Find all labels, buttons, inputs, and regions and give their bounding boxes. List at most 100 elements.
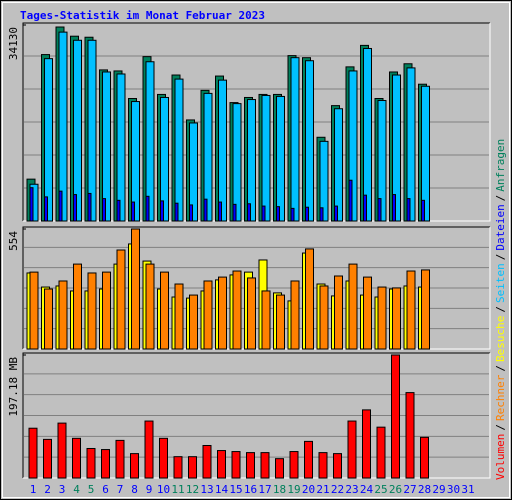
bar [377,100,387,222]
bar [73,263,82,350]
bar [347,420,357,479]
x-tick-label: 25 [374,483,387,496]
legend-entry: Besuche [494,316,507,362]
bar [261,94,271,222]
bar [217,450,226,479]
bar [232,203,237,222]
bar [174,283,184,350]
x-tick-label: 3 [59,483,66,496]
y-tick-label: 554 [7,231,20,251]
bar [363,194,367,222]
x-tick-label: 17 [258,483,271,496]
bar [174,202,179,222]
bar [246,452,255,479]
legend-entry: Volumen [494,434,507,480]
x-tick-label: 26 [389,483,402,496]
bar [391,354,400,479]
bar [73,194,77,222]
bar [348,179,353,222]
bar [334,275,343,350]
bar [232,270,242,350]
bar [160,200,164,222]
legend-separator: / [494,254,507,261]
x-tick-label: 10 [157,483,170,496]
bar [348,70,358,222]
bar [421,199,425,222]
legend-separator: / [494,424,507,431]
x-tick-label: 6 [102,483,109,496]
bar [159,437,168,479]
bar [392,74,401,222]
bar [421,85,430,222]
bar [276,294,285,350]
bar [131,201,135,222]
x-tick-label: 2 [44,483,51,496]
legend-separator: / [494,306,507,313]
legend-entry: Rechner [494,374,507,421]
bar [334,108,343,222]
bar [144,420,154,479]
x-tick-label: 13 [200,483,213,496]
bar [174,78,184,222]
panel-bevel-dark [22,226,490,349]
bar [319,140,329,222]
bar [160,271,169,350]
bar [232,103,242,222]
x-tick-label: 21 [316,483,329,496]
bar [131,228,140,350]
bar [261,205,266,222]
bar [305,248,314,350]
x-tick-label: 11 [171,483,184,496]
panel-bevel-dark [22,22,490,221]
bar [202,445,212,479]
x-tick-label: 22 [331,483,344,496]
bar [58,31,68,222]
bar [203,92,213,222]
x-tick-label: 7 [117,483,124,496]
bar [406,198,411,222]
x-tick-label: 9 [146,483,153,496]
y-tick-label: 197.18 MB [7,357,20,417]
bar [231,451,241,479]
bar [261,290,271,350]
x-tick-label: 19 [287,483,300,496]
bar [275,458,284,479]
bar [145,195,150,222]
bar [290,207,295,222]
y-tick-label: 34130 [7,27,20,60]
x-tick-label: 23 [345,483,358,496]
bar [260,452,270,479]
bar [319,207,324,222]
x-tick-label: 16 [244,483,257,496]
bar [290,57,300,222]
legend-entry: Anfragen [494,139,507,192]
bar [276,95,285,222]
bar [218,201,222,222]
bar [392,287,401,350]
x-tick-label: 15 [229,483,242,496]
bar [276,206,280,222]
bar [218,276,227,350]
panel-bevel-dark [22,352,490,478]
bar [362,409,371,479]
legend-separator: / [494,365,507,372]
bar [116,73,126,222]
bar [333,453,342,479]
bar [29,187,34,222]
bar [173,456,183,479]
bar [86,447,96,479]
bar [101,449,110,479]
bar [376,426,386,479]
x-tick-label: 28 [418,483,431,496]
bar [406,270,416,350]
chart-title: Tages-Statistik im Monat Februar 2023 [20,9,265,22]
bar [43,438,52,479]
bar [44,196,48,222]
x-tick-label: 8 [131,483,138,496]
bar [377,198,382,222]
x-tick-label: 12 [186,483,199,496]
bar [57,422,67,479]
bar [247,203,251,222]
